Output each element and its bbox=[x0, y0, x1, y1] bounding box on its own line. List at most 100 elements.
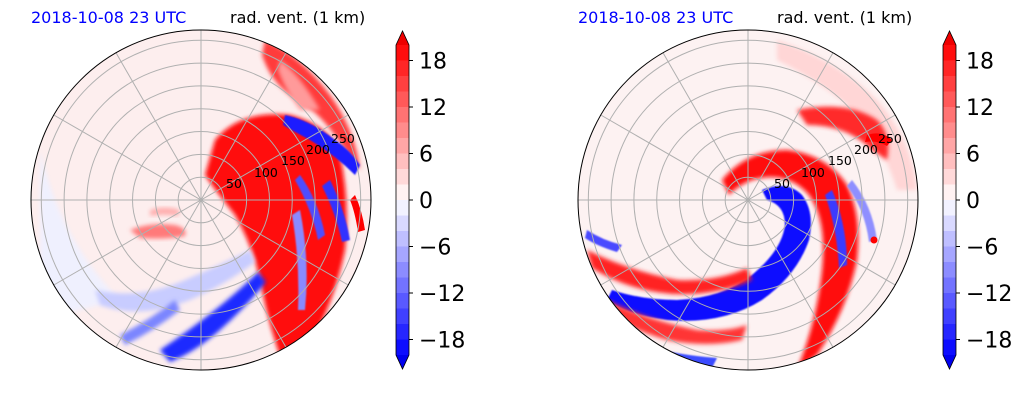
positive-rim-east bbox=[350, 195, 365, 232]
colorbar-extend-max bbox=[943, 31, 956, 45]
colorbar-segment bbox=[943, 60, 956, 77]
panel-right: 2018-10-08 23 UTC rad. vent. (1 km) bbox=[547, 0, 1028, 401]
radial-label-250: 250 bbox=[878, 131, 902, 146]
colorbar-segment bbox=[396, 339, 409, 356]
colorbar-segment bbox=[943, 339, 956, 356]
colorbar-right: 18 12 6 0 −6 −12 −18 bbox=[942, 30, 1012, 370]
plot-boundary-right bbox=[577, 29, 919, 371]
colorbar-segment bbox=[943, 262, 956, 278]
colorbar-tick-label: 0 bbox=[966, 189, 980, 214]
angular-gridline bbox=[53, 114, 349, 286]
field-right bbox=[578, 30, 918, 370]
colorbar-segment bbox=[396, 122, 409, 139]
negative-streak-2 bbox=[295, 175, 325, 240]
colorbar-segment bbox=[943, 107, 956, 123]
colorbar-segment bbox=[943, 246, 956, 263]
pink-fringe bbox=[278, 60, 320, 110]
colorbar-segment bbox=[396, 45, 409, 61]
colorbar-segment bbox=[943, 200, 956, 216]
negative-arc-edge bbox=[120, 300, 180, 345]
colorbar-segment bbox=[943, 293, 956, 309]
colorbar-tick-label: 18 bbox=[966, 50, 994, 75]
colorbar-segment bbox=[943, 138, 956, 154]
polar-plot-right: 50 100 150 200 250 18 12 6 0 −6 −12 −18 bbox=[577, 29, 1012, 371]
radial-label-200: 200 bbox=[854, 142, 878, 157]
negative-streak-3 bbox=[322, 180, 350, 242]
colorbar-segment bbox=[943, 184, 956, 201]
colorbar-segment bbox=[943, 231, 956, 247]
colorbar-segment bbox=[396, 153, 409, 170]
colorbar-tick-label: −18 bbox=[966, 329, 1012, 354]
colorbar-tick-label: 0 bbox=[419, 189, 433, 214]
positive-rim bbox=[55, 340, 110, 370]
negative-arc-outer bbox=[95, 250, 255, 312]
colorbar-tick-label: 12 bbox=[966, 96, 994, 121]
variable-left: rad. vent. (1 km) bbox=[230, 8, 366, 27]
colorbar-extend-min bbox=[396, 355, 409, 369]
colorbar-segment bbox=[396, 60, 409, 77]
timestamp-left: 2018-10-08 23 UTC bbox=[31, 8, 187, 27]
colorbar-segment bbox=[943, 45, 956, 61]
colorbar-segment bbox=[396, 246, 409, 263]
colorbar-tick-label: 6 bbox=[419, 143, 433, 168]
timestamp-right: 2018-10-08 23 UTC bbox=[578, 8, 734, 27]
radial-label-50: 50 bbox=[774, 176, 790, 191]
colorbar-segment bbox=[943, 122, 956, 139]
variable-right: rad. vent. (1 km) bbox=[777, 8, 913, 27]
colorbar-segment bbox=[943, 277, 956, 294]
colorbar-segment bbox=[396, 91, 409, 108]
colorbar-tick-label: −18 bbox=[419, 329, 465, 354]
colorbar-segment bbox=[943, 76, 956, 92]
field-background bbox=[578, 30, 918, 370]
panel-left: 2018-10-08 23 UTC rad. vent. (1 km) bbox=[30, 8, 465, 371]
negative-streak-4 bbox=[292, 210, 307, 310]
colorbar-segment bbox=[396, 293, 409, 309]
radial-label-100: 100 bbox=[801, 165, 825, 180]
radial-labels-right: 50 100 150 200 250 bbox=[774, 131, 902, 191]
angular-gridline bbox=[600, 114, 896, 286]
colorbar-tick-label: −6 bbox=[419, 236, 451, 261]
colorbar-segment bbox=[396, 184, 409, 201]
negative-streak-east bbox=[825, 190, 847, 268]
radial-label-250: 250 bbox=[331, 131, 355, 146]
colorbar-segment bbox=[943, 215, 956, 232]
colorbar-segment bbox=[396, 308, 409, 325]
radial-label-200: 200 bbox=[306, 142, 330, 157]
positive-fleck bbox=[865, 133, 892, 146]
plot-boundary-left bbox=[30, 29, 372, 371]
polar-grid-right bbox=[578, 30, 918, 370]
positive-spiral-south bbox=[602, 300, 747, 344]
colorbar-tick-label: −6 bbox=[966, 236, 998, 261]
colorbar-segment bbox=[396, 200, 409, 216]
colorbar-tick-label: −12 bbox=[966, 282, 1012, 307]
colorbar-segment bbox=[943, 91, 956, 108]
radial-label-150: 150 bbox=[281, 153, 305, 168]
colorbar-segment bbox=[396, 107, 409, 123]
radial-label-100: 100 bbox=[254, 165, 278, 180]
colorbar-tick-label: 12 bbox=[419, 96, 447, 121]
colorbar-segment bbox=[943, 169, 956, 185]
polar-plot-left: 50 100 150 200 250 18 12 6 0 −6 −12 −18 bbox=[30, 29, 465, 371]
colorbar-segment bbox=[396, 262, 409, 278]
colorbar-segment bbox=[943, 324, 956, 340]
colorbar-segment bbox=[396, 231, 409, 247]
negative-spiral bbox=[607, 186, 811, 321]
radial-labels-left: 50 100 150 200 250 bbox=[226, 131, 355, 191]
colorbar-outline bbox=[395, 30, 410, 370]
positive-arc-north bbox=[797, 106, 889, 160]
colorbar-segment bbox=[396, 215, 409, 232]
colorbar-segment bbox=[943, 153, 956, 170]
positive-dot bbox=[870, 236, 878, 244]
positive-spiral bbox=[722, 150, 859, 370]
weak-negative-region bbox=[40, 150, 120, 320]
colorbar-tick-label: −12 bbox=[419, 282, 465, 307]
colorbar-segment bbox=[396, 277, 409, 294]
colorbar-segment bbox=[943, 308, 956, 325]
positive-band bbox=[205, 114, 347, 370]
radial-label-50: 50 bbox=[226, 176, 242, 191]
field-left bbox=[31, 30, 371, 370]
negative-streak-1 bbox=[283, 115, 360, 175]
colorbar-outline bbox=[942, 30, 957, 370]
colorbar-extend-max bbox=[396, 31, 409, 45]
colorbar-segment bbox=[396, 76, 409, 92]
